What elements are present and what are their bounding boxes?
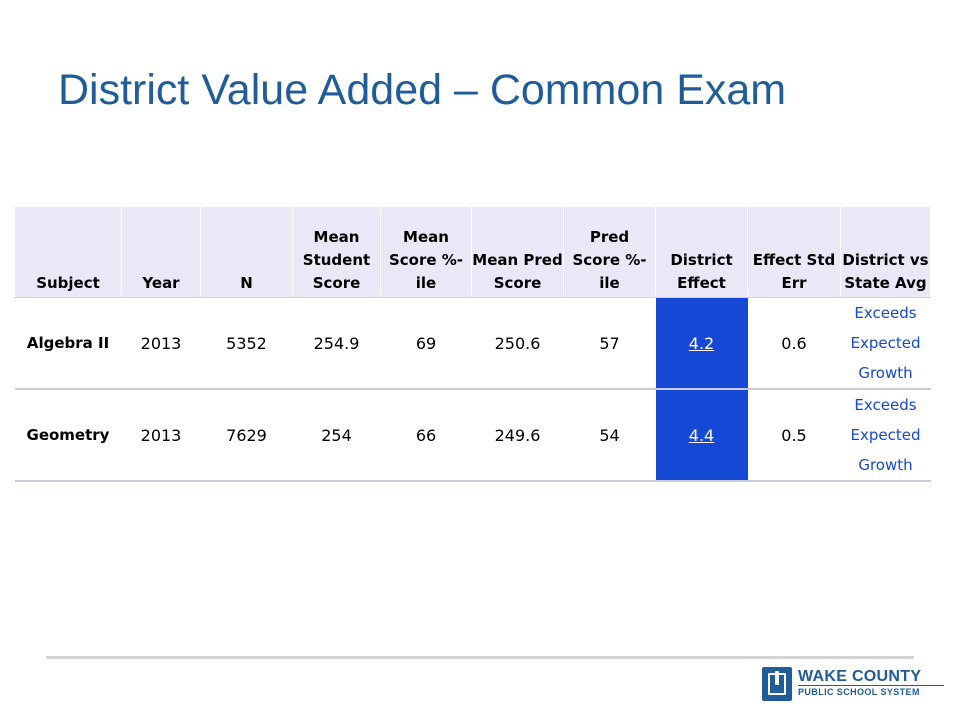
header-effect-std-err: Effect Std Err xyxy=(747,207,841,298)
cell-mean-student-score: 254 xyxy=(292,389,381,482)
header-year: Year xyxy=(121,207,201,298)
table-header-row: Subject Year N Mean Student Score Mean S… xyxy=(14,207,931,298)
value-added-table: Subject Year N Mean Student Score Mean S… xyxy=(14,207,931,482)
footer-divider xyxy=(46,656,914,659)
cell-district-effect: 4.2 xyxy=(655,297,748,390)
header-district-effect: District Effect xyxy=(655,207,748,298)
cell-pred-score-pctile: 54 xyxy=(563,389,656,482)
cell-n: 7629 xyxy=(200,389,293,482)
header-mean-pred-score: Mean Pred Score xyxy=(471,207,564,298)
cell-effect-std-err: 0.6 xyxy=(747,297,841,390)
header-district-vs-state: District vs State Avg xyxy=(840,207,931,298)
cell-effect-std-err: 0.5 xyxy=(747,389,841,482)
cell-district-vs-state: Exceeds Expected Growth xyxy=(840,297,931,390)
cell-subject: Algebra II xyxy=(14,297,122,390)
cell-district-effect: 4.4 xyxy=(655,389,748,482)
header-subject: Subject xyxy=(14,207,122,298)
cell-year: 2013 xyxy=(121,297,201,390)
cell-year: 2013 xyxy=(121,389,201,482)
header-mean-student-score: Mean Student Score xyxy=(292,207,381,298)
district-effect-link[interactable]: 4.4 xyxy=(688,425,715,445)
cell-mean-score-pctile: 69 xyxy=(380,297,472,390)
cell-n: 5352 xyxy=(200,297,293,390)
table-row: Geometry 2013 7629 254 66 249.6 54 4.4 0… xyxy=(14,389,931,482)
wake-county-logo: WAKE COUNTY PUBLIC SCHOOL SYSTEM xyxy=(762,667,952,703)
header-n: N xyxy=(200,207,293,298)
logo-text-line1: WAKE COUNTY xyxy=(798,668,922,685)
logo-text-line2: PUBLIC SCHOOL SYSTEM xyxy=(798,687,920,697)
slide-title: District Value Added – Common Exam xyxy=(58,66,787,114)
cell-subject: Geometry xyxy=(14,389,122,482)
cell-district-vs-state: Exceeds Expected Growth xyxy=(840,389,931,482)
cell-mean-student-score: 254.9 xyxy=(292,297,381,390)
cell-mean-pred-score: 250.6 xyxy=(471,297,564,390)
cell-mean-score-pctile: 66 xyxy=(380,389,472,482)
logo-rule xyxy=(798,685,944,686)
table-row: Algebra II 2013 5352 254.9 69 250.6 57 4… xyxy=(14,297,931,390)
cell-pred-score-pctile: 57 xyxy=(563,297,656,390)
header-mean-score-pctile: Mean Score %-ile xyxy=(380,207,472,298)
cell-mean-pred-score: 249.6 xyxy=(471,389,564,482)
wake-county-logo-icon xyxy=(762,667,792,701)
district-effect-link[interactable]: 4.2 xyxy=(688,333,715,353)
header-pred-score-pctile: Pred Score %-ile xyxy=(563,207,656,298)
